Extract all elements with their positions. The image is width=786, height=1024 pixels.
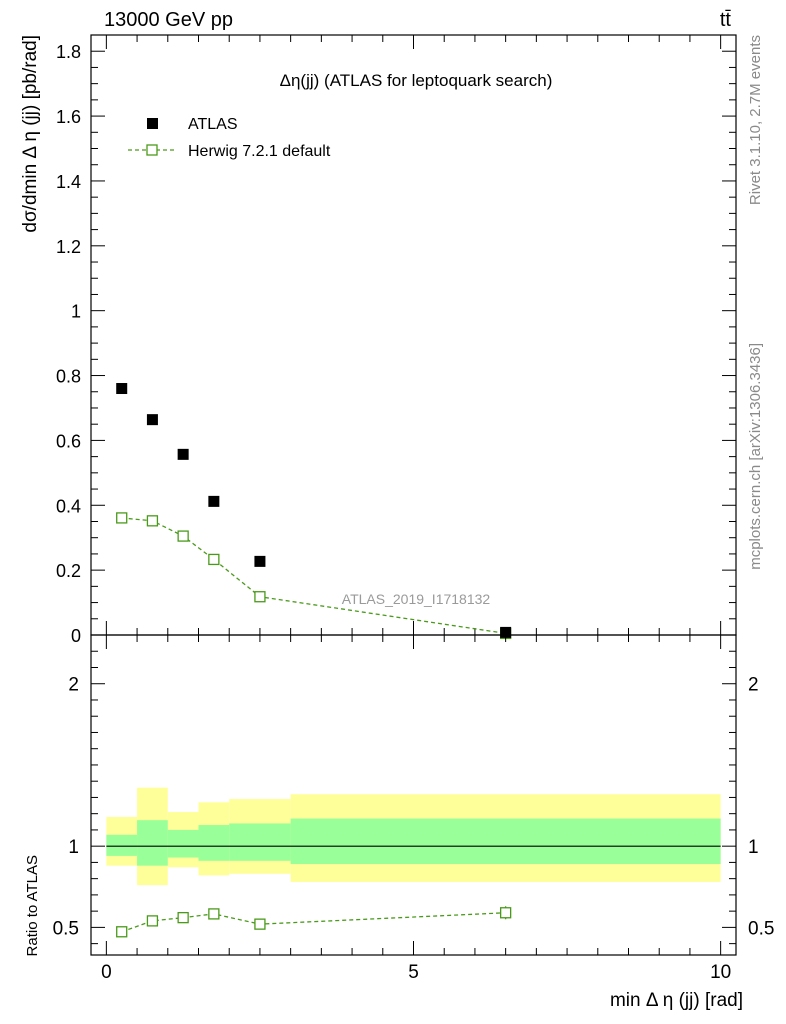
main-y-tick-label: 0.2 xyxy=(56,561,81,581)
x-tick-label: 5 xyxy=(408,962,419,983)
legend-atlas-marker xyxy=(147,118,158,129)
side-label-rivet: Rivet 3.1.10, 2.7M events xyxy=(747,35,764,205)
legend-herwig-label: Herwig 7.2.1 default xyxy=(188,143,331,160)
atlas-series-points xyxy=(116,383,512,638)
ratio-series-points xyxy=(116,906,512,938)
ratio-point xyxy=(146,915,159,927)
main-y-tick-label: 1.2 xyxy=(56,237,81,257)
x-tick-label: 10 xyxy=(710,962,731,983)
herwig-point xyxy=(146,515,159,527)
side-label-mcplots: mcplots.cern.ch [arXiv:1306.3436] xyxy=(747,343,764,570)
main-y-tick-label: 1.8 xyxy=(56,42,81,62)
main-y-tick-label: 1.4 xyxy=(56,172,81,192)
green-band-segment xyxy=(106,834,138,856)
ratio-y-tick-label-right: 1 xyxy=(748,837,759,858)
atlas-point xyxy=(116,383,128,395)
herwig-series-points xyxy=(116,512,512,640)
atlas-point xyxy=(500,626,512,638)
atlas-point xyxy=(254,555,266,567)
main-y-tick-label: 0.4 xyxy=(56,496,81,516)
ratio-y-tick-label-right: 2 xyxy=(748,675,759,696)
x-axis-label: min Δ η (jj) [rad] xyxy=(610,990,743,1011)
ratio-point xyxy=(499,907,512,919)
ratio-point xyxy=(116,926,128,938)
ratio-y-tick-labels: 0.5 0.5 1 1 2 2 xyxy=(53,675,775,940)
ratio-point xyxy=(254,918,266,930)
ratio-series-line xyxy=(121,912,506,933)
x-tick-labels: 0 5 10 xyxy=(101,962,731,983)
ratio-plot-panel: 0.5 0.5 1 1 2 2 Ratio to ATLAS 0 5 10 min Δ η (… xyxy=(24,634,775,1011)
uncertainty-bands xyxy=(106,787,721,886)
ratio-point xyxy=(177,911,189,924)
chart-title: Δη(jj) (ATLAS for leptoquark search) xyxy=(280,71,553,90)
atlas-point xyxy=(208,495,220,507)
ratio-y-tick-label: 0.5 xyxy=(53,918,79,939)
green-band-segment xyxy=(167,829,199,858)
main-y-tick-labels: 0 0.2 0.4 0.6 0.8 1 1.2 1.4 1.6 1.8 xyxy=(56,42,81,646)
ratio-plot-frame xyxy=(90,634,737,956)
herwig-point xyxy=(254,591,266,603)
herwig-point xyxy=(116,512,128,524)
herwig-point xyxy=(208,553,220,566)
green-band-segment xyxy=(229,823,291,861)
y-axis-label: dσ/dmin Δ η (jj) [pb/rad] xyxy=(20,35,41,233)
main-y-tick-label: 1 xyxy=(71,302,81,322)
ratio-y-axis-label: Ratio to ATLAS xyxy=(24,855,41,956)
ratio-point xyxy=(208,908,220,920)
ratio-y-tick-label: 2 xyxy=(68,675,79,696)
atlas-point xyxy=(177,448,189,460)
legend-herwig-marker xyxy=(146,144,158,156)
main-y-tick-label: 0.6 xyxy=(56,431,81,451)
ratio-axis-ticks xyxy=(91,635,736,955)
main-y-tick-label: 0 xyxy=(71,626,81,646)
ratio-y-tick-label-right: 0.5 xyxy=(748,918,774,939)
herwig-series-line xyxy=(121,517,506,635)
header-left-label: 13000 GeV pp xyxy=(104,9,233,31)
atlas-point xyxy=(146,414,158,426)
main-plot-panel: 0 0.2 0.4 0.6 0.8 1 1.2 1.4 1.6 1.8 Δη(jj) (ATLAS… xyxy=(20,34,737,646)
legend-atlas-label: ATLAS xyxy=(188,116,238,133)
analysis-id-label: ATLAS_2019_I1718132 xyxy=(342,591,491,607)
ratio-y-tick-label: 1 xyxy=(68,837,79,858)
x-tick-label: 0 xyxy=(101,962,112,983)
main-y-tick-label: 0.8 xyxy=(56,367,81,387)
green-band-segment xyxy=(290,818,721,865)
herwig-point xyxy=(177,530,189,542)
legend: ATLAS Herwig 7.2.1 default xyxy=(128,116,331,160)
main-y-tick-label: 1.6 xyxy=(56,107,81,127)
green-band-segment xyxy=(137,820,168,866)
header-right-label: tt̄ xyxy=(720,9,732,31)
green-band-segment xyxy=(198,825,230,861)
